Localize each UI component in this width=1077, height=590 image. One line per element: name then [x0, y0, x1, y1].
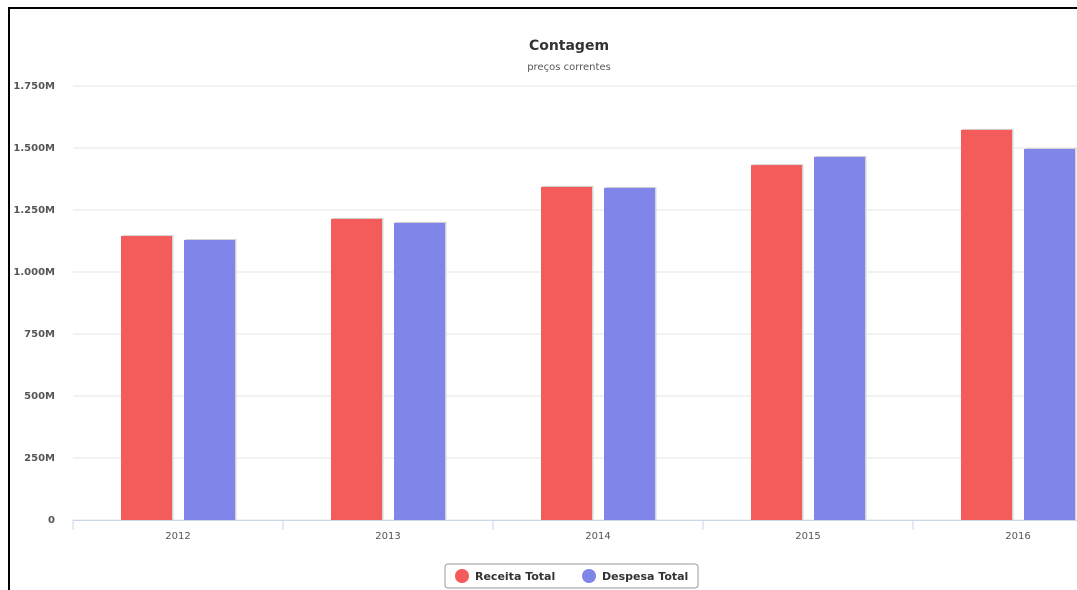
y-tick-label: 0: [48, 515, 55, 526]
legend-label: Receita Total: [475, 570, 555, 583]
bar: [1024, 148, 1075, 520]
bar: [604, 187, 655, 521]
bar: [541, 186, 592, 520]
y-tick-label: 500M: [24, 391, 55, 402]
x-tick-label: 2012: [165, 531, 190, 542]
x-tick-label: 2013: [375, 531, 400, 542]
y-tick-label: 750M: [24, 329, 55, 340]
legend-box: [444, 563, 699, 589]
y-tick-label: 1.000M: [13, 267, 55, 278]
chart-subtitle: preços correntes: [527, 62, 611, 73]
chart-title: Contagem: [529, 38, 609, 54]
y-tick-label: 1.500M: [13, 143, 55, 154]
x-tick-label: 2014: [585, 531, 610, 542]
bar: [814, 156, 865, 521]
bar: [331, 218, 382, 521]
bar: [394, 222, 445, 520]
bar: [184, 240, 235, 520]
y-tick-label: 1.250M: [13, 205, 55, 216]
x-tick-label: 2015: [795, 531, 820, 542]
legend-label: Despesa Total: [602, 570, 688, 583]
bar: [121, 236, 172, 521]
y-tick-label: 1.750M: [13, 81, 55, 92]
bar: [751, 165, 802, 520]
bar: [961, 129, 1012, 520]
legend-marker: [582, 569, 596, 583]
legend-marker: [455, 569, 469, 583]
x-tick-label: 2016: [1005, 531, 1030, 542]
y-tick-label: 250M: [24, 453, 55, 464]
